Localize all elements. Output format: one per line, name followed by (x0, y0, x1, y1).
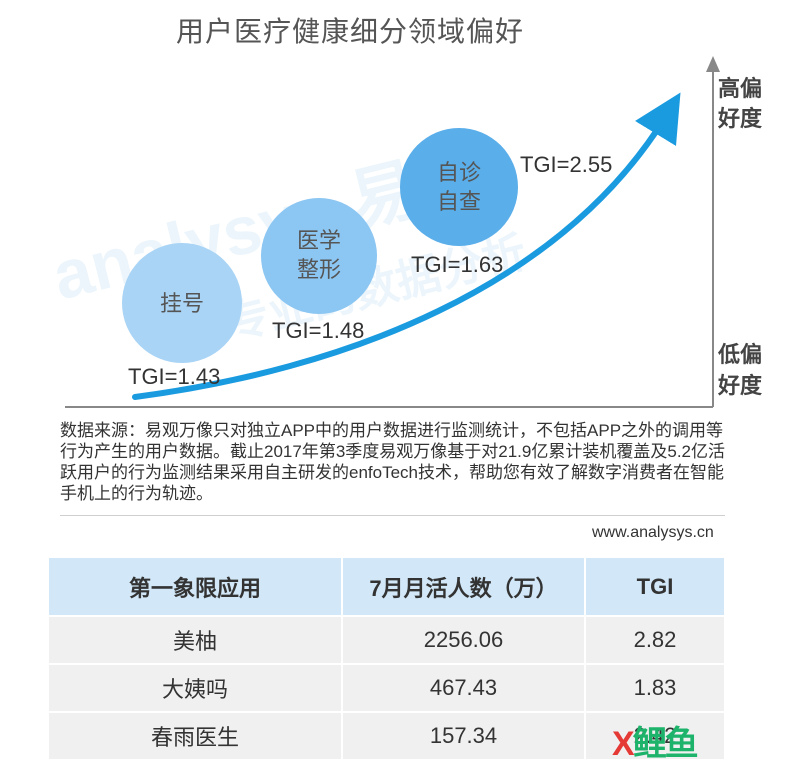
table-header-row: 第一象限应用 7月月活人数（万） TGI (47, 556, 726, 617)
data-source-note: 数据来源：易观万像只对独立APP中的用户数据进行监测统计，不包括APP之外的调用… (60, 421, 725, 503)
high-preference-label-line1: 高偏 (718, 76, 762, 101)
tgi-label-yixuezhengxing: TGI=1.48 (272, 318, 364, 343)
y-axis-arrow (706, 56, 720, 72)
chart: analysys 易观 专业的数据分析 高偏 好度 低偏 好度 挂号 医学 整形… (45, 56, 763, 408)
tgi-label-top: TGI=2.55 (520, 152, 612, 177)
table-row: 美柚 2256.06 2.82 (47, 615, 726, 665)
brand-logo: X鲤鱼 (612, 716, 699, 765)
table-row: 春雨医生 157.34 2.42 (47, 711, 726, 761)
low-preference-label-line2: 好度 (717, 373, 763, 398)
table-cell-tgi: 2.82 (584, 615, 726, 665)
page-title: 用户医疗健康细分领域偏好 (175, 16, 524, 47)
table-cell-mau: 157.34 (341, 711, 586, 761)
brand-logo-x: X (612, 725, 635, 763)
tgi-label-guahao: TGI=1.43 (128, 364, 220, 389)
table-cell-tgi: 2.42 (584, 711, 726, 761)
bubble-zizhenzicha (400, 128, 518, 246)
trend-curve (132, 92, 681, 400)
bubble-yixuezhengxing-label-line1: 医学 (297, 228, 341, 253)
tgi-label-zizhenzicha: TGI=1.63 (411, 252, 503, 277)
bubble-yixuezhengxing-label-line2: 整形 (297, 257, 341, 282)
table-cell-mau: 2256.06 (341, 615, 586, 665)
bubble-zizhenzicha-label-line1: 自诊 (437, 160, 481, 185)
table-header-mau: 7月月活人数（万） (341, 556, 586, 617)
low-preference-label-line1: 低偏 (717, 342, 762, 367)
bubble-zizhenzicha-label-line2: 自查 (437, 189, 481, 214)
site-url: www.analysys.cn (592, 524, 714, 541)
bubble-guahao (122, 243, 242, 363)
bubble-guahao-label: 挂号 (160, 291, 204, 316)
table-cell-app: 美柚 (47, 615, 343, 665)
table-cell-app: 春雨医生 (47, 711, 343, 761)
bubble-yixuezhengxing (261, 198, 377, 314)
table-row: 大姨吗 467.43 1.83 (47, 663, 726, 713)
quadrant-apps-table: 第一象限应用 7月月活人数（万） TGI 美柚 2256.06 2.82 大姨吗… (47, 556, 726, 761)
brand-logo-fish: 鲤鱼 (632, 725, 699, 763)
table-cell-app: 大姨吗 (47, 663, 343, 713)
divider (60, 515, 725, 516)
table-header-app: 第一象限应用 (47, 556, 343, 617)
high-preference-label-line2: 好度 (717, 106, 763, 131)
table-cell-tgi: 1.83 (584, 663, 726, 713)
table-cell-mau: 467.43 (341, 663, 586, 713)
table-header-tgi: TGI (584, 556, 726, 617)
